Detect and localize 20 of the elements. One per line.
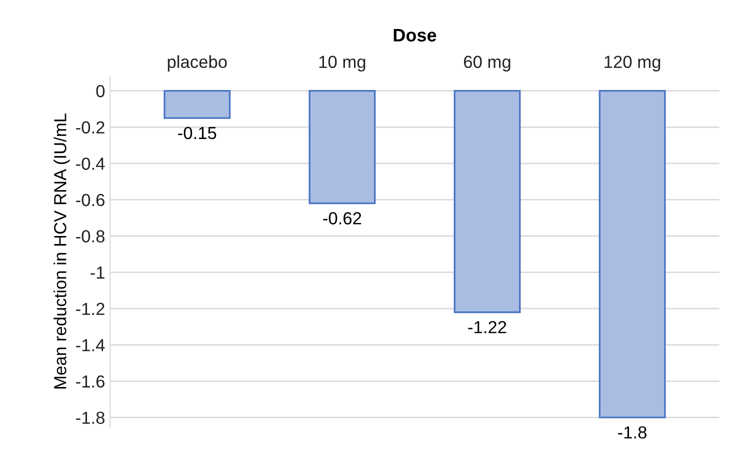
- y-tick-label: -0.2: [76, 121, 104, 134]
- data-label: -0.15: [178, 126, 216, 140]
- x-tick-label: 60 mg: [464, 56, 510, 72]
- y-axis-title: Mean reduction in HCV RNA (IU/mL: [54, 114, 70, 388]
- x-axis-title: Dose: [394, 28, 436, 42]
- data-label: -0.62: [323, 212, 362, 224]
- data-label: -1.8: [618, 426, 646, 439]
- y-tick-label: -1: [90, 266, 104, 279]
- y-tick-label: -0.6: [76, 194, 104, 206]
- y-tick-label: -0.8: [76, 230, 104, 242]
- y-tick-label: 0: [96, 85, 105, 98]
- x-tick-label: 120 mg: [604, 56, 660, 72]
- x-tick-label: 10 mg: [319, 56, 366, 72]
- y-tick-label: -1.2: [76, 302, 104, 315]
- x-tick-label: placebo: [168, 55, 227, 72]
- y-tick-label: -1.8: [76, 412, 104, 424]
- y-tick-label: -1.4: [76, 339, 105, 352]
- y-tick-label: -0.4: [76, 158, 105, 170]
- y-tick-label: -1.6: [76, 375, 104, 388]
- data-label: -1.22: [468, 321, 506, 334]
